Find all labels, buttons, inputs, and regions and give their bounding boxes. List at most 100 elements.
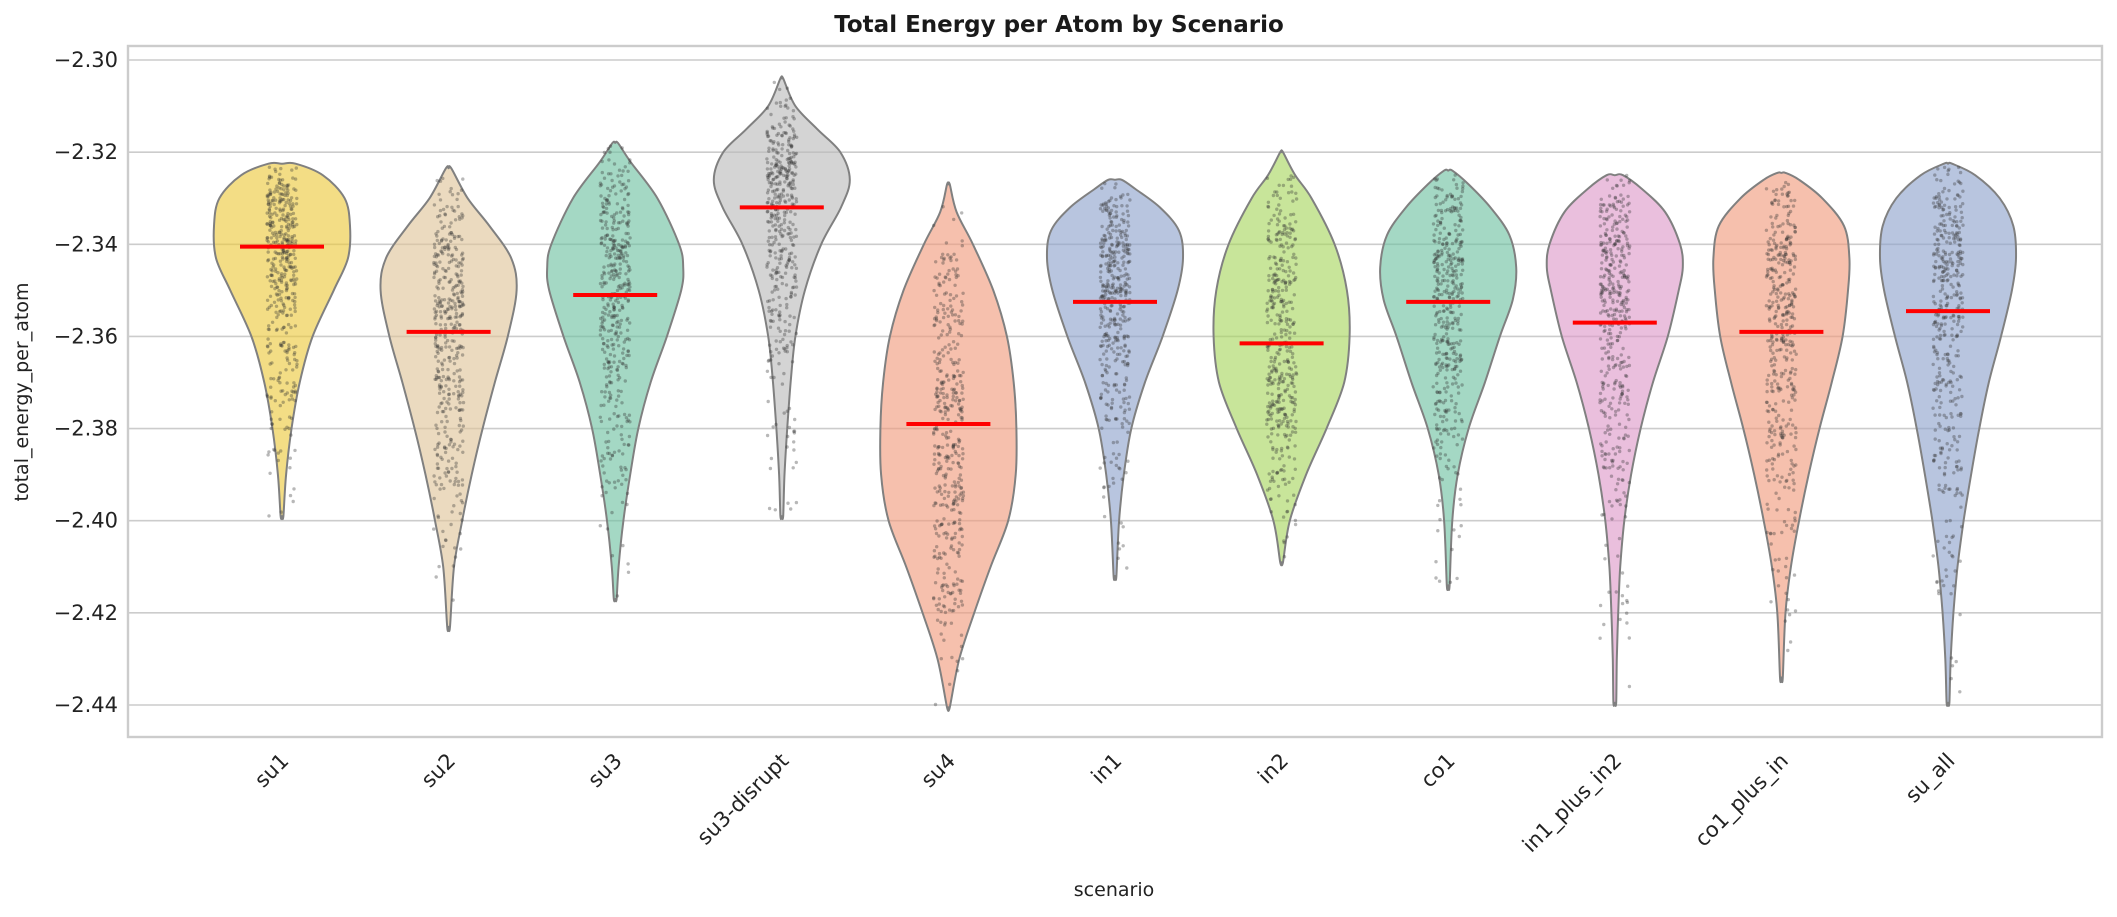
strip-point bbox=[1445, 207, 1450, 212]
strip-point bbox=[960, 300, 964, 304]
strip-point bbox=[598, 218, 603, 223]
strip-point bbox=[287, 237, 291, 241]
strip-point bbox=[1453, 173, 1457, 177]
strip-point bbox=[957, 314, 961, 319]
strip-point bbox=[1110, 242, 1114, 247]
strip-point bbox=[1788, 223, 1793, 227]
strip-point bbox=[622, 214, 626, 218]
strip-point bbox=[1610, 213, 1614, 217]
strip-point bbox=[1779, 245, 1783, 250]
strip-point bbox=[1603, 397, 1607, 401]
strip-point bbox=[1124, 272, 1128, 276]
strip-point bbox=[1288, 231, 1292, 235]
strip-point bbox=[1107, 365, 1111, 369]
strip-point bbox=[1781, 436, 1785, 440]
strip-point bbox=[792, 161, 796, 165]
strip-point bbox=[933, 501, 937, 505]
strip-point bbox=[932, 549, 937, 553]
strip-point bbox=[604, 490, 608, 495]
strip-point bbox=[1935, 352, 1939, 357]
strip-point bbox=[1615, 290, 1619, 294]
strip-point bbox=[270, 220, 275, 225]
strip-point bbox=[769, 249, 773, 253]
strip-point bbox=[623, 244, 628, 248]
strip-point bbox=[1277, 219, 1281, 223]
strip-point bbox=[1104, 254, 1108, 258]
strip-point bbox=[444, 345, 448, 349]
strip-point bbox=[1456, 233, 1460, 237]
strip-point bbox=[1603, 324, 1607, 329]
strip-point bbox=[779, 232, 783, 236]
strip-point bbox=[789, 295, 793, 299]
strip-point bbox=[769, 220, 774, 224]
strip-point bbox=[1767, 373, 1771, 378]
strip-point bbox=[1613, 242, 1617, 246]
strip-point bbox=[460, 478, 465, 482]
strip-point bbox=[1120, 256, 1124, 260]
strip-point bbox=[1287, 317, 1291, 322]
strip-point bbox=[293, 177, 298, 181]
strip-point bbox=[599, 403, 603, 408]
strip-point bbox=[1787, 292, 1791, 296]
strip-point bbox=[1600, 380, 1604, 385]
strip-point bbox=[784, 169, 788, 173]
strip-point bbox=[1603, 300, 1607, 304]
strip-point bbox=[1444, 408, 1449, 412]
strip-point bbox=[613, 314, 617, 318]
strip-point bbox=[443, 268, 447, 273]
strip-point bbox=[1118, 286, 1122, 290]
strip-point bbox=[450, 510, 454, 514]
strip-point bbox=[783, 104, 787, 108]
strip-point bbox=[1774, 270, 1779, 274]
strip-point bbox=[1280, 467, 1284, 472]
strip-point bbox=[1123, 293, 1128, 298]
strip-point bbox=[1437, 240, 1441, 245]
strip-point bbox=[1942, 333, 1946, 337]
strip-point bbox=[280, 252, 285, 256]
strip-point bbox=[452, 504, 456, 508]
strip-point bbox=[1785, 333, 1790, 337]
strip-point bbox=[1622, 305, 1627, 310]
strip-point bbox=[953, 346, 957, 350]
strip-point bbox=[1275, 400, 1280, 404]
strip-point bbox=[284, 331, 289, 335]
strip-point bbox=[1292, 400, 1296, 405]
strip-point bbox=[609, 328, 613, 333]
strip-point bbox=[268, 211, 272, 215]
strip-point bbox=[433, 480, 437, 484]
strip-point bbox=[1108, 236, 1112, 240]
strip-point bbox=[1779, 291, 1783, 295]
strip-point bbox=[1446, 253, 1451, 258]
strip-point bbox=[1458, 339, 1463, 343]
strip-point bbox=[1124, 354, 1128, 359]
strip-point bbox=[1772, 478, 1776, 482]
strip-point bbox=[1442, 278, 1447, 283]
strip-point bbox=[1122, 254, 1126, 258]
strip-point bbox=[455, 470, 459, 474]
strip-point bbox=[1787, 280, 1792, 284]
strip-point bbox=[939, 381, 944, 386]
strip-point bbox=[1791, 423, 1795, 427]
strip-point bbox=[438, 208, 443, 213]
strip-point bbox=[1948, 361, 1952, 365]
strip-point bbox=[612, 213, 617, 217]
strip-point bbox=[960, 303, 965, 307]
strip-point bbox=[1780, 337, 1784, 341]
strip-point bbox=[1435, 390, 1439, 394]
strip-point bbox=[1453, 197, 1457, 201]
strip-point bbox=[1121, 313, 1125, 317]
strip-point bbox=[1771, 238, 1776, 242]
chart-title: Total Energy per Atom by Scenario bbox=[834, 12, 1284, 38]
strip-point bbox=[459, 408, 463, 412]
strip-point bbox=[1943, 322, 1947, 326]
strip-point bbox=[770, 354, 775, 358]
strip-point bbox=[794, 460, 798, 465]
strip-point bbox=[774, 422, 778, 427]
strip-point bbox=[612, 305, 616, 309]
strip-point bbox=[450, 348, 454, 352]
strip-point bbox=[1613, 234, 1617, 238]
strip-point bbox=[274, 169, 278, 174]
strip-point bbox=[1941, 249, 1946, 253]
strip-point bbox=[611, 234, 615, 238]
strip-point bbox=[768, 254, 772, 258]
